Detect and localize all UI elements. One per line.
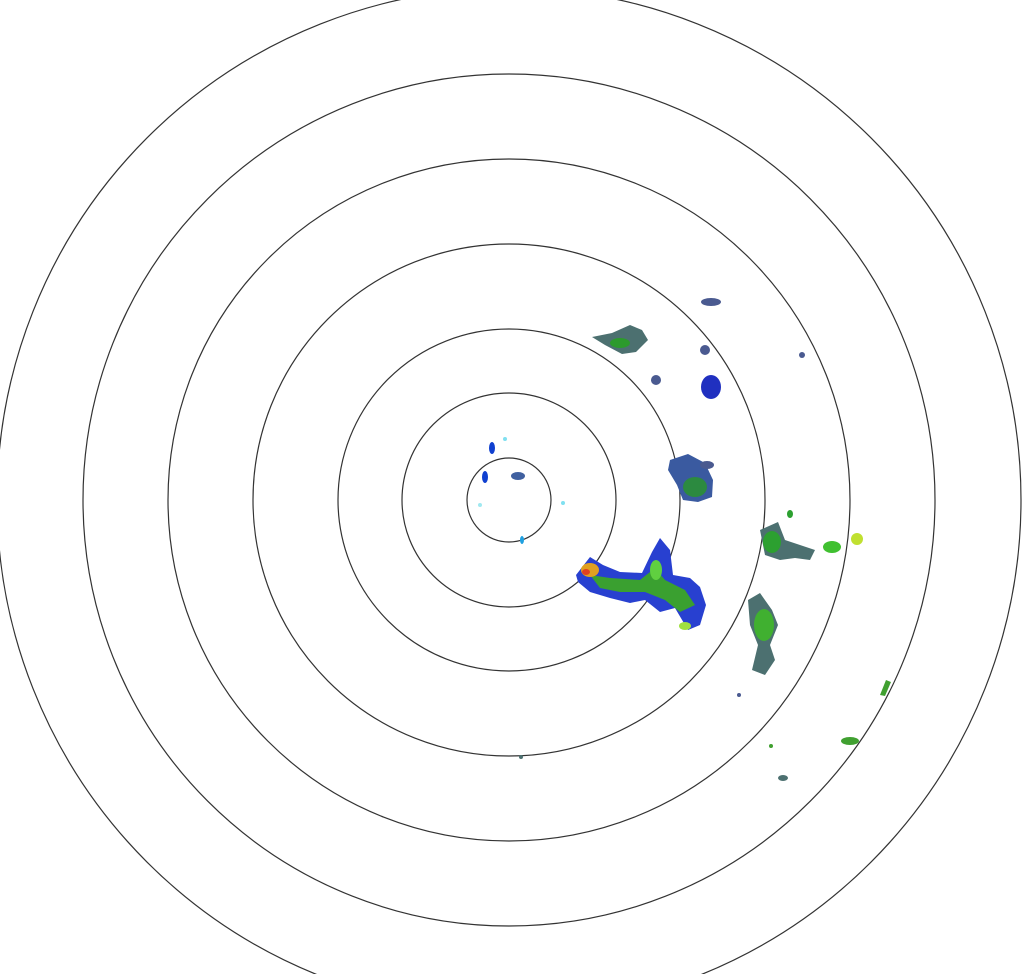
- echo: [754, 609, 774, 641]
- range-ring: [401, 392, 617, 608]
- echo: [700, 461, 714, 469]
- echo: [763, 531, 781, 553]
- echoes: [478, 298, 891, 781]
- echo: [520, 536, 524, 544]
- echo: [880, 680, 891, 696]
- range-ring: [167, 158, 851, 842]
- echo: [841, 737, 859, 745]
- echo: [851, 533, 863, 545]
- echo: [701, 298, 721, 306]
- echo: [519, 755, 523, 759]
- echo: [700, 345, 710, 355]
- echo: [778, 775, 788, 781]
- echo: [478, 503, 482, 507]
- range-ring: [337, 328, 681, 672]
- echo: [482, 471, 488, 483]
- echo: [769, 744, 773, 748]
- echo: [799, 352, 805, 358]
- echo: [590, 568, 695, 612]
- range-ring: [252, 243, 766, 757]
- echo: [787, 510, 793, 518]
- range-ring: [82, 73, 936, 927]
- echo: [489, 442, 495, 454]
- range-ring: [466, 457, 552, 543]
- echo: [701, 375, 721, 399]
- echo: [610, 338, 630, 348]
- echo: [651, 375, 661, 385]
- echo: [737, 693, 741, 697]
- echo: [511, 472, 525, 480]
- echo: [679, 622, 691, 630]
- echo: [823, 541, 841, 553]
- echo: [503, 437, 507, 441]
- echo: [683, 477, 707, 497]
- echo: [650, 560, 662, 580]
- echo: [582, 569, 590, 575]
- echo: [561, 501, 565, 505]
